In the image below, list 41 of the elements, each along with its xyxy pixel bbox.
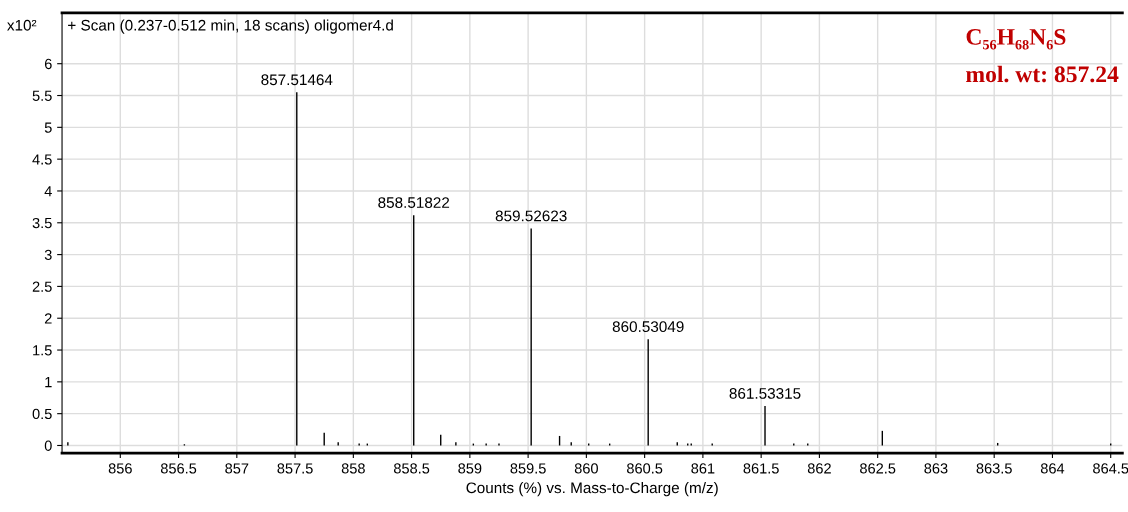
y-tick-label: 2 xyxy=(44,313,52,324)
x-tick-label: 856 xyxy=(108,463,132,474)
x-tick-label: 857.5 xyxy=(277,463,313,474)
x-tick-label: 856.5 xyxy=(160,463,197,474)
y-tick-label: 1.5 xyxy=(33,345,52,356)
x-tick-label: 857 xyxy=(225,463,249,474)
x-tick-label: 858.5 xyxy=(393,463,430,474)
y-tick-label: 2.5 xyxy=(32,281,52,292)
x-tick-label: 859.5 xyxy=(510,463,546,474)
annotation: C₅₆H₆₈N₆S xyxy=(966,28,1066,50)
y-tick-label: 0 xyxy=(44,440,52,451)
x-tick-label: 859 xyxy=(458,463,482,474)
annotation: 860.53049 xyxy=(612,321,684,333)
annotation: 861.53315 xyxy=(729,388,801,399)
x-axis-title: Counts (%) vs. Mass-to-Charge (m/z) xyxy=(466,481,718,497)
x-tick-label: 862.5 xyxy=(860,463,896,474)
x-tick-label: 863.5 xyxy=(976,463,1012,474)
chart-subtitle: + Scan (0.237-0.512 min, 18 scans) oligomer4.d xyxy=(68,19,393,34)
y-tick-label: 5 xyxy=(44,122,52,133)
x-tick-label: 864 xyxy=(1040,463,1065,474)
y-tick-label: 3.5 xyxy=(32,217,52,229)
y-tick-label: 0.5 xyxy=(32,408,52,420)
annotation: 859.52623 xyxy=(495,210,567,222)
x-tick-label: 858 xyxy=(341,463,365,474)
annotation: 858.51822 xyxy=(378,197,450,208)
x-tick-label: 861.5 xyxy=(743,463,779,474)
y-tick-label: 6 xyxy=(44,58,52,70)
x-tick-label: 864.5 xyxy=(1093,463,1128,474)
annotation: 857.51464 xyxy=(261,74,333,86)
y-tick-label: 4.5 xyxy=(32,154,52,165)
y-tick-label: 3 xyxy=(44,249,52,261)
y-tick-label: 5.5 xyxy=(32,90,52,101)
y-tick-label: 4 xyxy=(44,186,52,197)
y-axis-title: x10² xyxy=(7,19,37,31)
y-tick-label: 1 xyxy=(45,377,52,388)
x-tick-label: 863 xyxy=(924,463,948,474)
x-tick-label: 862 xyxy=(807,463,831,474)
x-tick-label: 861 xyxy=(691,463,715,474)
x-tick-label: 860 xyxy=(574,463,598,474)
annotation: mol. wt: 857.24 xyxy=(966,65,1119,83)
x-tick-label: 860.5 xyxy=(627,463,663,474)
